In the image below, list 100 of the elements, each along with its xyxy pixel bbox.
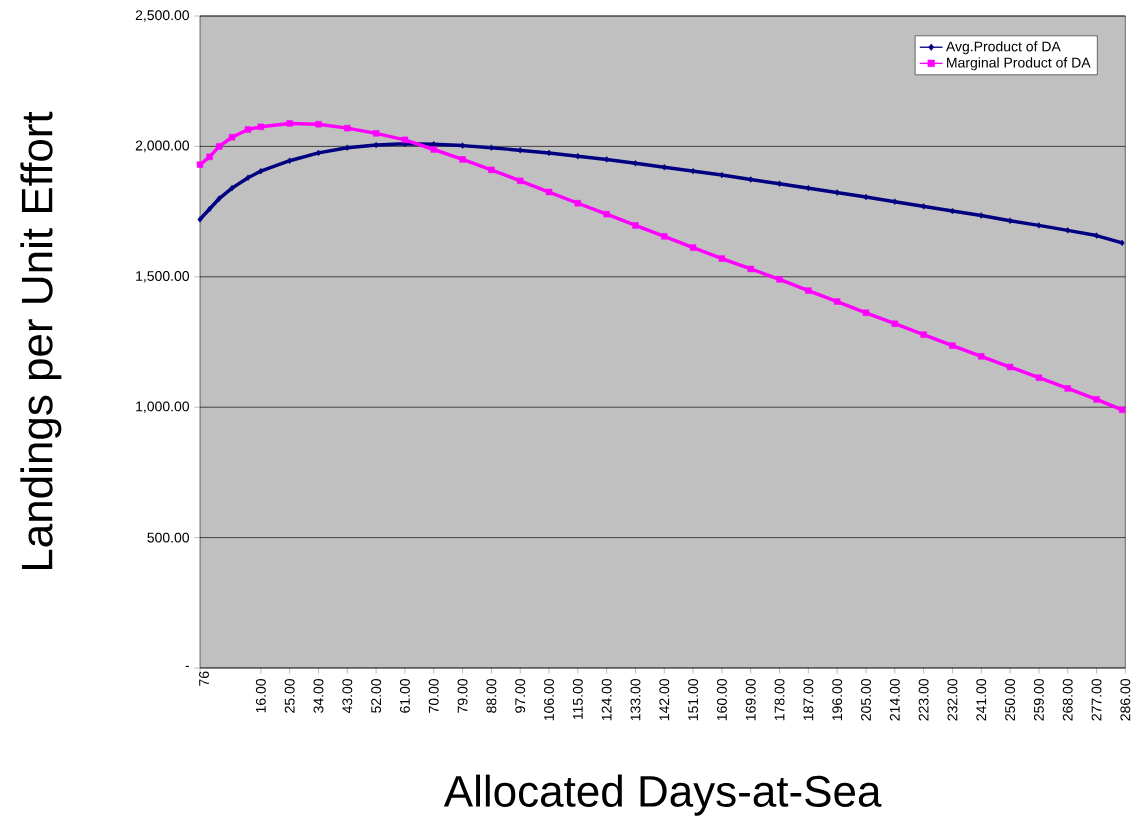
point	[1006, 363, 1014, 371]
point	[978, 353, 985, 360]
point	[1094, 232, 1099, 239]
point	[776, 276, 783, 283]
y-axis-title: Landings per Unit Effort	[20, 111, 62, 570]
point	[949, 342, 956, 349]
point	[1118, 406, 1126, 413]
x-tick-label: 268.00	[1062, 678, 1073, 721]
point	[216, 143, 223, 150]
x-tick-label: 79.00	[457, 678, 468, 713]
x-tick-label: 259.00	[1033, 678, 1044, 721]
legend-label: Marginal Product of DA	[947, 57, 1091, 71]
point	[575, 153, 581, 160]
point	[257, 123, 265, 131]
point	[632, 160, 638, 167]
x-tick-label: 115.00	[572, 678, 583, 720]
x-tick-label: 214.00	[889, 678, 900, 721]
x-tick-label: 277.00	[1091, 678, 1102, 721]
x-axis-title: Allocated Days-at-Sea	[443, 774, 882, 816]
point	[1119, 239, 1125, 247]
x-tick-label: 52.00	[371, 678, 382, 713]
point	[603, 210, 610, 218]
point	[777, 180, 783, 187]
x-tick-label: 151.00	[688, 678, 699, 721]
point	[891, 320, 899, 327]
point	[805, 184, 811, 192]
point	[661, 164, 667, 171]
point	[747, 265, 754, 273]
text: 76	[199, 671, 209, 686]
x-tick-label: 178.00	[774, 678, 785, 721]
point	[430, 146, 437, 153]
point	[488, 166, 495, 174]
point	[344, 144, 350, 151]
x-tick-label: 124.00	[601, 678, 612, 721]
legend-label: Avg.Product of DA	[945, 41, 1061, 55]
point	[206, 153, 213, 161]
point	[196, 161, 204, 168]
point	[245, 174, 251, 181]
point	[401, 136, 409, 144]
x-tick-label: 286.00	[1120, 678, 1131, 721]
point	[460, 142, 466, 149]
y-tick-label: 2,000.00	[135, 140, 190, 153]
x-tick-label: 61.00	[399, 678, 410, 713]
point	[258, 167, 264, 175]
point	[805, 287, 812, 294]
point	[892, 198, 898, 205]
x-tick-label: 133.00	[630, 678, 641, 721]
point	[661, 233, 668, 240]
point	[690, 167, 696, 175]
x-tick-label: 160.00	[716, 678, 727, 721]
point	[545, 188, 553, 196]
x-tick-label: 169.00	[745, 678, 756, 721]
point	[574, 200, 582, 207]
point	[632, 222, 639, 229]
point	[229, 184, 235, 192]
point	[286, 120, 293, 127]
x-tick-label: 223.00	[918, 678, 929, 721]
x-tick-label: 70.00	[428, 678, 439, 713]
point	[431, 141, 437, 148]
point	[344, 124, 351, 132]
point	[833, 298, 841, 305]
point	[718, 255, 726, 262]
x-tick-label: 34.00	[313, 678, 324, 713]
x-tick-label: 205.00	[861, 678, 871, 721]
point	[1036, 222, 1042, 229]
x-tick-label: 142.00	[659, 678, 670, 721]
x-tick-label: 250.00	[1005, 678, 1016, 721]
point	[1093, 396, 1100, 403]
x-tick-label: 25.00	[284, 678, 295, 713]
point	[920, 331, 927, 338]
point	[1064, 385, 1071, 392]
point	[216, 195, 222, 202]
point	[244, 126, 252, 133]
x-tick-label: 88.00	[486, 678, 497, 713]
x-tick-label: 97.00	[515, 678, 526, 713]
point	[546, 149, 552, 157]
point	[689, 244, 697, 251]
point	[516, 177, 524, 185]
point	[863, 193, 869, 201]
point	[517, 147, 523, 154]
x-tick-label: 196.00	[832, 678, 843, 721]
y-tick-label: 1,000.00	[136, 401, 190, 413]
point	[862, 309, 870, 316]
x-tick-label: 187.00	[803, 678, 814, 721]
x-tick-label: 106.00	[544, 678, 554, 721]
point	[1035, 374, 1043, 381]
point	[1007, 217, 1013, 224]
point	[228, 134, 236, 141]
point	[949, 207, 955, 215]
y-tick-label: 500.00	[147, 532, 190, 543]
x-tick-label: 43.00	[342, 678, 353, 714]
y-tick-label: -	[185, 665, 189, 667]
y-tick-label: 1,500.00	[136, 271, 190, 283]
point	[197, 216, 203, 223]
x-tick-label: 241.00	[976, 678, 987, 721]
point	[459, 156, 466, 163]
point	[207, 205, 213, 213]
point	[372, 130, 380, 137]
x-tick-label: 232.00	[947, 678, 958, 721]
point	[373, 141, 379, 149]
